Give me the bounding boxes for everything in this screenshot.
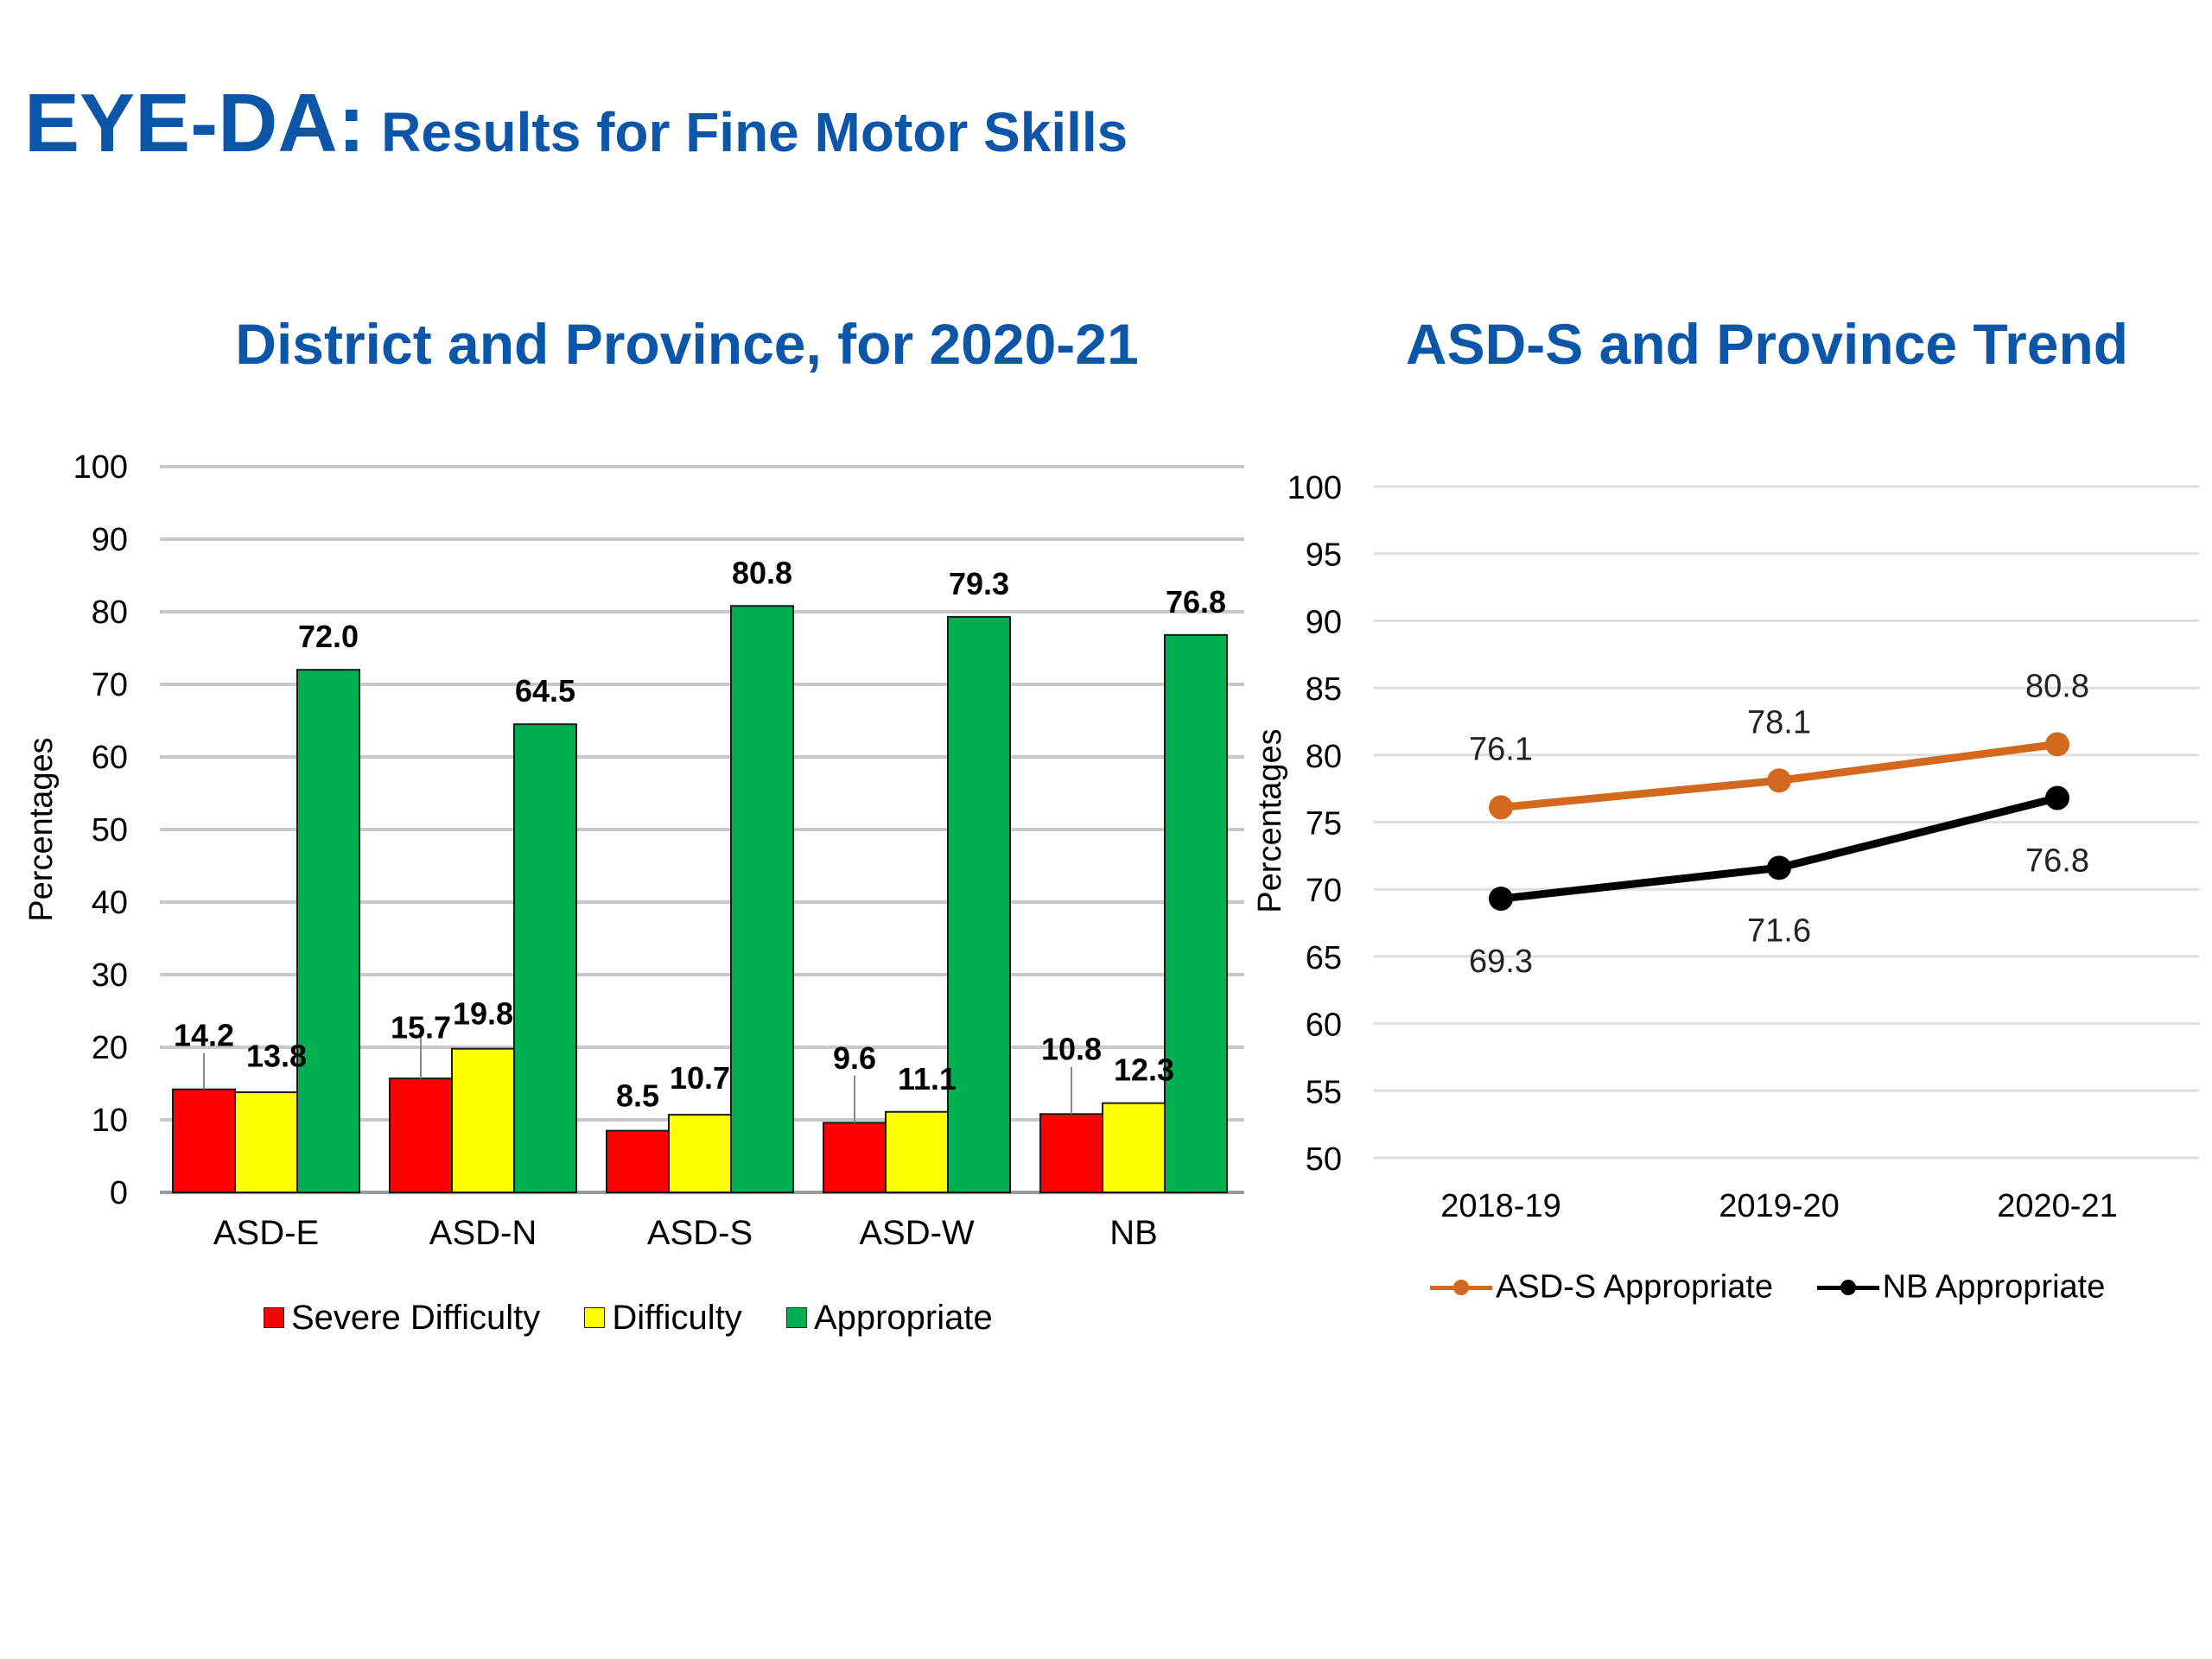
line-series-nb <box>1500 794 2059 903</box>
line-data-label-nb: 71.6 <box>1747 912 1811 949</box>
line-x-tick-label: 2020-21 <box>1997 1188 2117 1224</box>
legend-item-appropriate: Appropriate <box>785 1297 993 1338</box>
legend-item-severe: Severe Difficulty <box>264 1297 540 1338</box>
line-y-tick-label: 100 <box>1287 470 1342 506</box>
bar-difficulty <box>668 1114 732 1193</box>
bar-x-tick-label: ASD-W <box>859 1214 975 1252</box>
line-point-nb <box>2045 785 2069 810</box>
bar-severe <box>172 1088 236 1193</box>
bar-data-label-appropriate: 80.8 <box>732 555 792 590</box>
line-data-label-asd-s: 80.8 <box>2025 668 2089 704</box>
line-point-asd-s <box>1767 768 1791 793</box>
bar-severe <box>1039 1113 1103 1194</box>
legend-item-nb: NB Appropriate <box>1816 1268 2106 1306</box>
line-point-nb <box>1489 887 1513 912</box>
bar-data-label-severe: 15.7 <box>391 1010 451 1046</box>
bar-y-axis-label: Percentages <box>23 737 60 921</box>
bar-y-tick-label: 60 <box>92 740 128 776</box>
bar-y-tick-label: 70 <box>92 667 128 703</box>
bar-appropriate <box>513 723 577 1193</box>
bar-y-tick-label: 40 <box>92 885 128 921</box>
bar-chart-legend: Severe Difficulty Difficulty Appropriate <box>264 1296 1027 1338</box>
bar-appropriate <box>730 605 794 1193</box>
line-y-tick-label: 65 <box>1306 940 1342 976</box>
line-point-asd-s <box>1489 795 1513 820</box>
line-point-nb <box>1767 855 1791 880</box>
bar-chart-title: District and Province, for 2020-21 <box>235 312 1139 376</box>
bar-y-tick-label: 50 <box>92 812 128 849</box>
bar-y-tick-label: 90 <box>92 522 128 558</box>
legend-label-difficulty: Difficulty <box>612 1298 742 1337</box>
bar-x-tick-label: NB <box>1109 1214 1158 1252</box>
bar-data-label-difficulty: 19.8 <box>453 996 513 1032</box>
page-title: EYE-DA: Results for Fine Motor Skills <box>24 76 1128 171</box>
legend-swatch-appropriate <box>785 1307 807 1329</box>
bar-data-label-severe: 9.6 <box>833 1040 876 1076</box>
bar-appropriate <box>296 669 360 1193</box>
line-chart-title: ASD-S and Province Trend <box>1405 312 2129 376</box>
bar-data-label-appropriate: 79.3 <box>949 566 1009 601</box>
legend-label-appropriate: Appropriate <box>813 1298 993 1337</box>
bar-data-label-severe: 10.8 <box>1041 1032 1102 1067</box>
bar-data-label-severe: 14.2 <box>174 1018 234 1053</box>
legend-swatch-asd-s <box>1430 1279 1492 1295</box>
bar-x-tick-label: ASD-E <box>213 1214 319 1252</box>
line-y-tick-label: 50 <box>1306 1141 1342 1178</box>
bar-difficulty <box>885 1110 949 1194</box>
bar-data-label-appropriate: 64.5 <box>515 673 575 709</box>
line-y-tick-label: 70 <box>1306 873 1342 909</box>
bar-severe <box>823 1122 887 1193</box>
bar-data-label-difficulty: 13.8 <box>246 1039 307 1074</box>
bar-severe <box>606 1129 670 1193</box>
bar-data-label-difficulty: 10.7 <box>670 1060 730 1096</box>
bar-data-label-appropriate: 72.0 <box>298 619 359 654</box>
bar-data-label-difficulty: 11.1 <box>898 1061 957 1096</box>
legend-item-asd-s: ASD-S Appropriate <box>1430 1268 1773 1306</box>
line-x-tick-label: 2019-20 <box>1719 1188 1839 1224</box>
legend-label-severe: Severe Difficulty <box>291 1298 541 1337</box>
bar-y-tick-label: 80 <box>92 594 128 631</box>
legend-label-asd-s: ASD-S Appropriate <box>1496 1268 1774 1306</box>
line-y-tick-label: 75 <box>1306 806 1342 842</box>
line-y-axis-label: Percentages <box>1252 728 1288 912</box>
line-data-label-asd-s: 78.1 <box>1747 704 1811 741</box>
line-data-label-nb: 69.3 <box>1469 944 1533 980</box>
legend-label-nb: NB Appropriate <box>1882 1268 2106 1306</box>
line-y-tick-label: 55 <box>1306 1074 1342 1110</box>
line-y-tick-label: 80 <box>1306 739 1342 775</box>
bar-data-label-appropriate: 76.8 <box>1166 584 1226 620</box>
line-data-label-nb: 76.8 <box>2025 843 2089 880</box>
page-title-sub: Results for Fine Motor Skills <box>381 101 1128 163</box>
legend-swatch-nb <box>1816 1279 1879 1295</box>
line-y-tick-label: 60 <box>1306 1007 1342 1044</box>
line-y-tick-label: 85 <box>1306 671 1342 708</box>
bar-y-tick-label: 100 <box>73 449 128 486</box>
bar-severe <box>389 1077 453 1193</box>
bar-y-tick-label: 20 <box>92 1030 128 1066</box>
bar-y-tick-label: 10 <box>92 1103 128 1139</box>
legend-item-difficulty: Difficulty <box>584 1297 742 1338</box>
bar-appropriate <box>947 615 1011 1193</box>
line-y-tick-label: 95 <box>1306 537 1342 574</box>
bar-difficulty <box>1102 1102 1166 1194</box>
legend-swatch-difficulty <box>584 1307 606 1329</box>
line-data-label-asd-s: 76.1 <box>1469 731 1533 767</box>
page-title-main: EYE-DA: <box>24 77 365 169</box>
bar-difficulty <box>234 1091 298 1193</box>
line-x-tick-label: 2018-19 <box>1440 1188 1560 1224</box>
bar-data-label-difficulty: 12.3 <box>1114 1052 1174 1088</box>
bar-y-tick-label: 0 <box>110 1175 128 1211</box>
bar-x-tick-label: ASD-N <box>429 1214 537 1252</box>
bar-appropriate <box>1164 633 1228 1193</box>
legend-swatch-severe <box>264 1307 284 1329</box>
line-chart-legend: ASD-S Appropriate NB Appropriate <box>1430 1267 2139 1306</box>
line-point-asd-s <box>2045 732 2069 757</box>
bar-difficulty <box>451 1047 515 1194</box>
bar-y-tick-label: 30 <box>92 957 128 994</box>
bar-data-label-severe: 8.5 <box>616 1078 659 1114</box>
bar-x-tick-label: ASD-S <box>647 1214 753 1252</box>
line-y-tick-label: 90 <box>1306 604 1342 640</box>
